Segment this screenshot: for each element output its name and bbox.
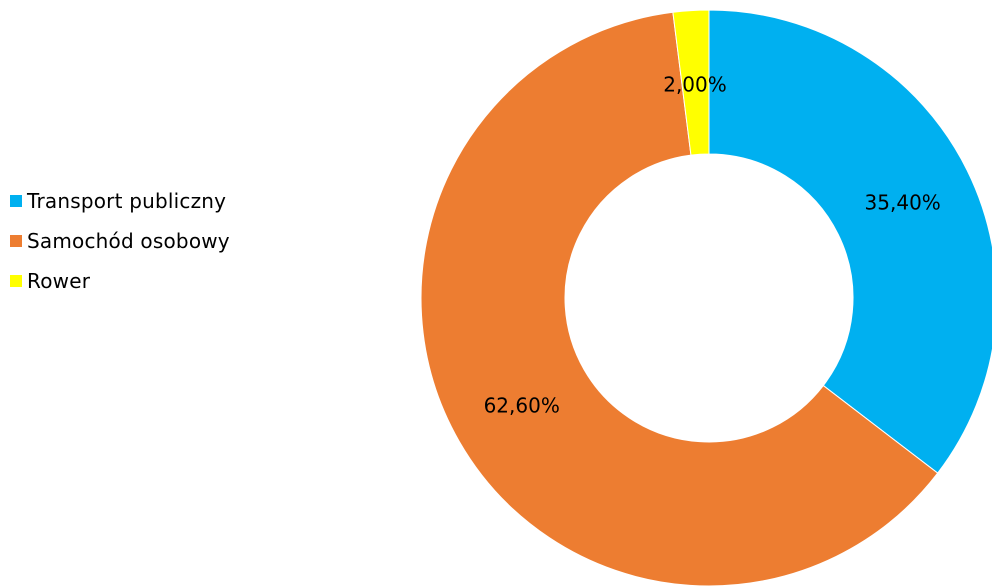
legend-label-rower: Rower — [27, 269, 91, 293]
legend-item-rower: Rower — [10, 266, 230, 296]
data-label-samochod-osobowy: 62,60% — [484, 394, 560, 418]
legend-swatch-samochod-osobowy — [10, 235, 22, 247]
legend-swatch-rower — [10, 275, 22, 287]
data-label-rower: 2,00% — [663, 72, 727, 96]
legend-swatch-transport-publiczny — [10, 195, 22, 207]
data-label-transport-publiczny: 35,40% — [865, 190, 941, 214]
slice-samochod-osobowy — [420, 11, 939, 586]
legend-label-samochod-osobowy: Samochód osobowy — [27, 229, 230, 253]
slice-rower — [672, 9, 710, 156]
legend-item-transport-publiczny: Transport publiczny — [10, 186, 230, 216]
legend-label-transport-publiczny: Transport publiczny — [27, 189, 227, 213]
slice-transport-publiczny — [708, 9, 992, 474]
legend-item-samochod-osobowy: Samochód osobowy — [10, 226, 230, 256]
legend: Transport publiczny Samochód osobowy Row… — [10, 186, 230, 296]
